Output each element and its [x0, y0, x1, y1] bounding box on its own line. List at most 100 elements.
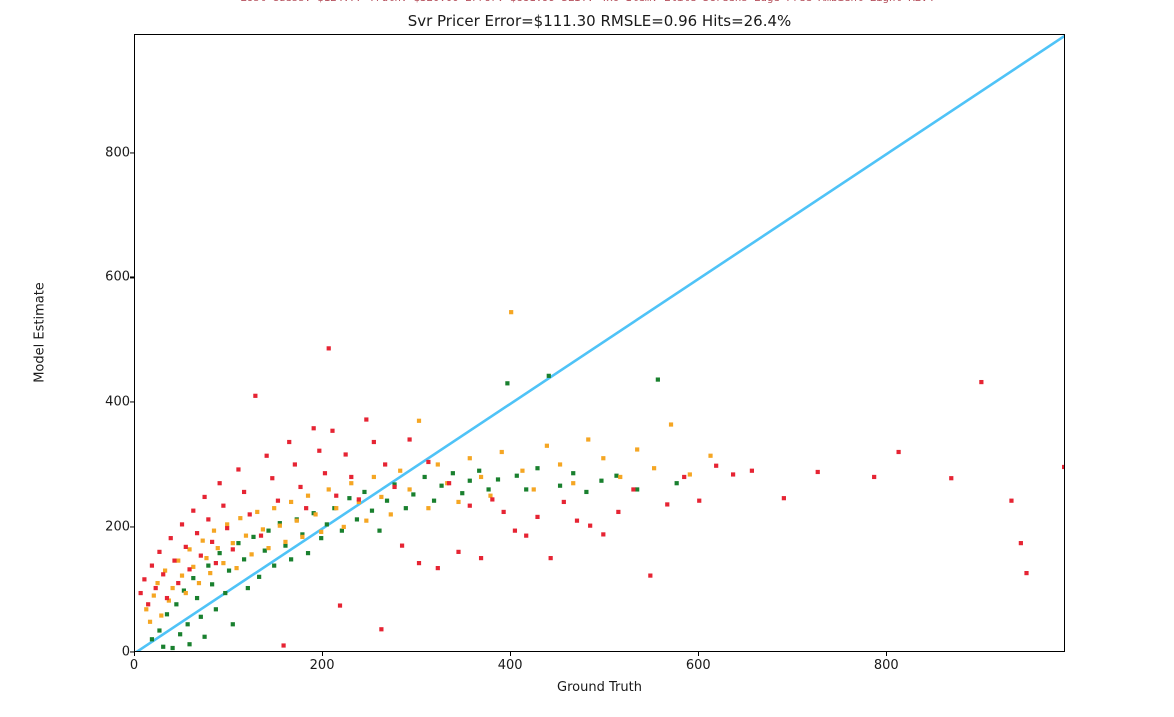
scatter-point	[714, 463, 719, 468]
scatter-point	[243, 533, 249, 538]
scatter-point	[272, 563, 277, 568]
scatter-point	[618, 474, 623, 480]
scatter-point	[531, 487, 536, 492]
x-tick-mark	[510, 652, 512, 656]
scatter-point	[241, 557, 247, 562]
scatter-point	[730, 472, 736, 477]
scatter-point	[872, 474, 877, 480]
scatter-series-0	[149, 373, 679, 651]
x-tick-mark	[886, 652, 888, 656]
scatter-point	[631, 487, 636, 492]
y-tick-label: 600	[105, 269, 130, 285]
y-tick-label: 400	[105, 394, 130, 410]
scatter-point	[535, 514, 540, 520]
scatter-point	[341, 524, 346, 530]
scatter-point	[668, 422, 674, 427]
scatter-point	[170, 645, 175, 651]
scatter-point	[467, 503, 472, 508]
scatter-point	[356, 499, 361, 505]
y-axis-ticks: 0 200 400 600 800	[78, 34, 134, 660]
scatter-point	[202, 494, 207, 500]
scatter-point	[369, 508, 375, 513]
scatter-point	[535, 466, 540, 471]
scatter-point	[655, 377, 660, 382]
scatter-point	[509, 310, 514, 315]
scatter-point	[648, 573, 653, 578]
scatter-point	[253, 393, 258, 398]
identity-reference-line	[135, 35, 1064, 651]
scatter-point	[477, 468, 482, 473]
scatter-point	[339, 528, 344, 533]
scatter-point	[270, 476, 275, 481]
scatter-point	[289, 499, 294, 505]
scatter-point	[456, 549, 461, 554]
scatter-point	[435, 566, 440, 571]
scatter-point	[337, 603, 343, 608]
scatter-point	[399, 543, 405, 548]
scatter-point	[416, 418, 422, 423]
y-tick-mark	[130, 401, 134, 403]
scatter-point	[164, 612, 170, 617]
scatter-point	[179, 573, 185, 578]
scatter-point	[206, 563, 211, 568]
scatter-point	[379, 627, 384, 632]
scatter-point	[392, 484, 397, 490]
scatter-point	[198, 553, 203, 558]
scatter-point	[512, 528, 518, 533]
scatter-point	[138, 590, 143, 596]
scatter-point	[283, 543, 288, 548]
scatter-point	[349, 481, 354, 486]
x-tick-mark	[134, 652, 136, 656]
scatter-point	[478, 474, 484, 480]
scatter-point	[225, 526, 230, 531]
scatter-point	[300, 532, 305, 537]
scatter-point	[223, 590, 228, 596]
scatter-point	[230, 622, 235, 627]
scatter-point	[371, 474, 376, 480]
scatter-point	[191, 575, 196, 581]
scatter-point	[364, 417, 369, 422]
scatter-point	[317, 448, 322, 453]
scatter-point	[426, 459, 431, 465]
scatter-point	[546, 373, 551, 378]
scatter-point	[305, 551, 311, 556]
scatter-point	[586, 437, 591, 442]
scatter-point	[198, 614, 203, 619]
scatter-point	[422, 474, 427, 480]
scatter-point	[460, 491, 465, 496]
scatter-point	[599, 478, 604, 483]
scatter-point	[979, 379, 984, 385]
x-axis-ticks: 0 200 400 600 800	[130, 652, 1065, 678]
scatter-point	[287, 439, 292, 445]
scatter-point	[431, 498, 437, 503]
scatter-point	[298, 484, 303, 490]
y-tick-label: 800	[105, 145, 130, 161]
x-axis-label: Ground Truth	[557, 680, 642, 695]
scatter-point	[170, 585, 175, 591]
scatter-point	[183, 544, 188, 549]
scatter-point	[166, 598, 171, 603]
scatter-point	[194, 595, 200, 601]
scatter-point	[153, 585, 158, 591]
scatter-point	[501, 509, 506, 515]
scatter-point	[749, 468, 755, 473]
x-tick-label: 600	[685, 658, 711, 673]
scatter-point	[319, 529, 324, 534]
y-tick-label: 200	[105, 519, 130, 535]
scatter-point	[697, 498, 702, 503]
scatter-point	[161, 572, 166, 577]
scatter-point	[815, 469, 820, 475]
scatter-point	[176, 580, 181, 586]
scatter-point	[204, 556, 209, 561]
scatter-point	[377, 528, 382, 533]
console-log-line: Lost Guess: $124.77 Truth: $320.00 Error…	[0, 0, 1174, 4]
scatter-point	[257, 574, 262, 579]
scatter-point	[407, 437, 412, 442]
scatter-point	[584, 489, 589, 495]
scatter-point	[1018, 541, 1023, 546]
scatter-point	[520, 468, 525, 473]
data-points-layer	[135, 35, 1064, 651]
scatter-point	[191, 564, 196, 569]
scatter-point	[347, 496, 352, 501]
scatter-point	[146, 602, 151, 607]
